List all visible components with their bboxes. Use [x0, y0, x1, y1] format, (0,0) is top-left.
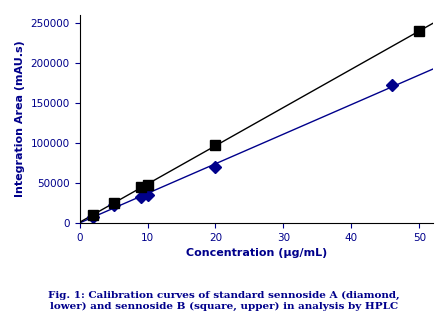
- Text: Fig. 1: Calibration curves of standard sennoside A (diamond,
lower) and sennosid: Fig. 1: Calibration curves of standard s…: [48, 291, 400, 311]
- X-axis label: Concentration (μg/mL): Concentration (μg/mL): [185, 248, 327, 258]
- Y-axis label: Integration Area (mAU.s): Integration Area (mAU.s): [15, 41, 25, 197]
